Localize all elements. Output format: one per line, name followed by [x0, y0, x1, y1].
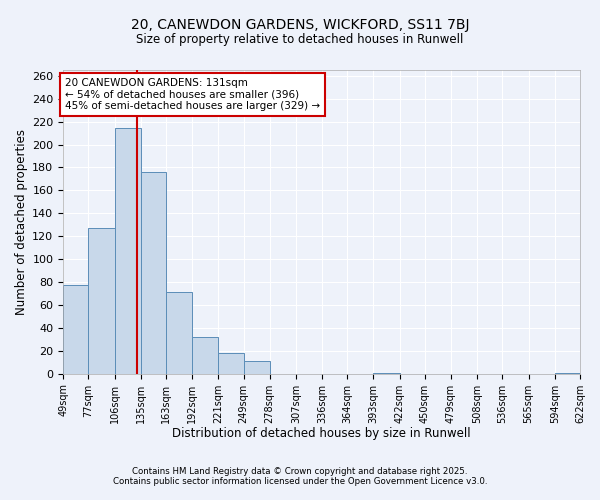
Text: Contains public sector information licensed under the Open Government Licence v3: Contains public sector information licen…: [113, 477, 487, 486]
Text: 20 CANEWDON GARDENS: 131sqm
← 54% of detached houses are smaller (396)
45% of se: 20 CANEWDON GARDENS: 131sqm ← 54% of det…: [65, 78, 320, 111]
Y-axis label: Number of detached properties: Number of detached properties: [15, 129, 28, 315]
Bar: [244, 361, 270, 374]
Text: Contains HM Land Registry data © Crown copyright and database right 2025.: Contains HM Land Registry data © Crown c…: [132, 467, 468, 476]
Bar: [218, 353, 244, 374]
Bar: [88, 228, 115, 374]
Bar: [555, 372, 580, 374]
Bar: [373, 372, 400, 374]
Bar: [166, 292, 192, 374]
Bar: [115, 128, 141, 374]
X-axis label: Distribution of detached houses by size in Runwell: Distribution of detached houses by size …: [172, 427, 471, 440]
Bar: [192, 337, 218, 374]
Text: 20, CANEWDON GARDENS, WICKFORD, SS11 7BJ: 20, CANEWDON GARDENS, WICKFORD, SS11 7BJ: [131, 18, 469, 32]
Text: Size of property relative to detached houses in Runwell: Size of property relative to detached ho…: [136, 32, 464, 46]
Bar: [141, 172, 166, 374]
Bar: [63, 286, 88, 374]
